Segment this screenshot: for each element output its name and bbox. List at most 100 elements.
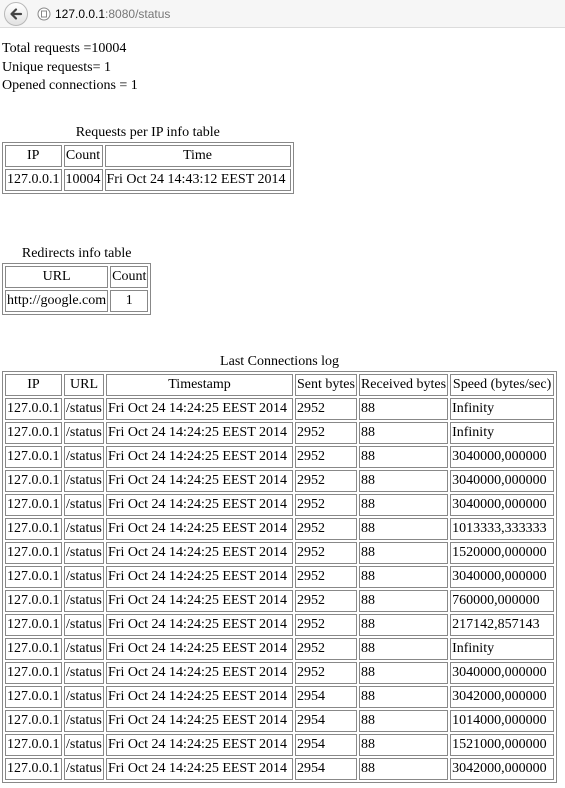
timestamp-cell: Fri Oct 24 14:24:25 EEST 2014 [106,637,293,660]
timestamp-cell: Fri Oct 24 14:24:25 EEST 2014 [106,397,293,420]
url-cell: /status [64,733,104,756]
received-bytes-cell: 88 [358,589,449,612]
table-row: 127.0.0.1/status Fri Oct 24 14:24:25 EEST… [5,733,555,756]
table-row: 127.0.0.1/status Fri Oct 24 14:24:25 EEST… [5,445,555,468]
connections-table-header: Timestamp [106,373,293,396]
ip-cell: 127.0.0.1 [5,685,62,708]
speed-cell: Infinity [450,397,555,420]
sent-bytes-cell: 2954 [295,733,357,756]
received-bytes-cell: 88 [358,445,449,468]
timestamp-cell: Fri Oct 24 14:24:25 EEST 2014 [106,757,293,780]
received-bytes-cell: 88 [358,469,449,492]
received-bytes-cell: 88 [358,493,449,516]
table-row: http://google.com 1 [5,289,149,312]
ip-cell: 127.0.0.1 [5,733,62,756]
sent-bytes-cell: 2954 [295,757,357,780]
sent-bytes-cell: 2952 [295,541,357,564]
table-row: 127.0.0.1/status Fri Oct 24 14:24:25 EEST… [5,685,555,708]
timestamp-cell: Fri Oct 24 14:24:25 EEST 2014 [106,685,293,708]
sent-bytes-cell: 2952 [295,397,357,420]
received-bytes-cell: 88 [358,541,449,564]
table-row: 127.0.0.1/status Fri Oct 24 14:24:25 EEST… [5,397,555,420]
redirect-count-cell: 1 [110,289,149,312]
url-cell: /status [64,517,104,540]
back-button[interactable] [4,1,28,26]
ip-cell: 127.0.0.1 [5,397,62,420]
ip-cell: 127.0.0.1 [5,757,62,780]
ip-cell: 127.0.0.1 [5,517,62,540]
table-row: 127.0.0.1/status Fri Oct 24 14:24:25 EEST… [5,421,555,444]
speed-cell: 1520000,000000 [450,541,555,564]
speed-cell: 3040000,000000 [450,493,555,516]
connections-table-body: 127.0.0.1/status Fri Oct 24 14:24:25 EEST… [5,397,555,780]
connections-table-header: Received bytes [358,373,449,396]
table-row: 127.0.0.1/status Fri Oct 24 14:24:25 EEST… [5,517,555,540]
sent-bytes-cell: 2952 [295,637,357,660]
received-bytes-cell: 88 [358,637,449,660]
received-bytes-cell: 88 [358,661,449,684]
ip-info-table: Requests per IP info table IP Count Time… [2,123,294,194]
ip-cell: 127.0.0.1 [5,541,62,564]
unique-requests-text: Unique requests= 1 [2,59,111,75]
speed-cell: 760000,000000 [450,589,555,612]
ip-cell: 127.0.0.1 [5,565,62,588]
ip-table-header: IP [5,144,62,167]
ip-table-caption: Requests per IP info table [75,124,220,140]
speed-cell: Infinity [450,421,555,444]
received-bytes-cell: 88 [358,733,449,756]
url-cell: /status [64,613,104,636]
table-row: 127.0.0.1/status Fri Oct 24 14:24:25 EEST… [5,661,555,684]
sent-bytes-cell: 2952 [295,661,357,684]
url-cell: /status [64,757,104,780]
speed-cell: 1013333,333333 [450,517,555,540]
url-host: 127.0.0.1 [55,6,106,21]
table-row: 127.0.0.1/status Fri Oct 24 14:24:25 EEST… [5,469,555,492]
time-cell: Fri Oct 24 14:43:12 EEST 2014 [104,168,291,191]
ip-cell: 127.0.0.1 [5,589,62,612]
timestamp-cell: Fri Oct 24 14:24:25 EEST 2014 [106,733,293,756]
sent-bytes-cell: 2952 [295,469,357,492]
speed-cell: 1521000,000000 [450,733,555,756]
url-cell: /status [64,469,104,492]
opened-connections-text: Opened connections = 1 [2,78,138,93]
timestamp-cell: Fri Oct 24 14:24:25 EEST 2014 [106,709,293,732]
url-cell: /status [64,637,104,660]
stats-summary: Total requests =10004 Unique requests= 1… [2,40,565,96]
received-bytes-cell: 88 [358,565,449,588]
redirects-table-header: Count [110,265,149,288]
url-cell: /status [64,445,104,468]
table-row: 127.0.0.1 10004 Fri Oct 24 14:43:12 EEST… [5,168,291,191]
timestamp-cell: Fri Oct 24 14:24:25 EEST 2014 [106,421,293,444]
redirects-table-caption: Redirects info table [21,245,132,261]
sent-bytes-cell: 2952 [295,589,357,612]
speed-cell: 3042000,000000 [450,685,555,708]
address-bar[interactable]: 127.0.0.1:8080/status [55,7,170,21]
sent-bytes-cell: 2952 [295,565,357,588]
sent-bytes-cell: 2952 [295,493,357,516]
table-row: 127.0.0.1/status Fri Oct 24 14:24:25 EEST… [5,589,555,612]
received-bytes-cell: 88 [358,397,449,420]
sent-bytes-cell: 2952 [295,517,357,540]
table-row: 127.0.0.1/status Fri Oct 24 14:24:25 EEST… [5,565,555,588]
received-bytes-cell: 88 [358,421,449,444]
sent-bytes-cell: 2954 [295,685,357,708]
received-bytes-cell: 88 [358,685,449,708]
speed-cell: 3042000,000000 [450,757,555,780]
sent-bytes-cell: 2952 [295,421,357,444]
timestamp-cell: Fri Oct 24 14:24:25 EEST 2014 [106,613,293,636]
page-content: Total requests =10004 Unique requests= 1… [0,28,565,783]
connections-log-table: Last Connections log IP URL Timestamp Se… [2,352,558,783]
speed-cell: Infinity [450,637,555,660]
page-icon [37,7,51,21]
timestamp-cell: Fri Oct 24 14:24:25 EEST 2014 [106,517,293,540]
ip-cell: 127.0.0.1 [5,613,62,636]
url-cell: /status [64,709,104,732]
sent-bytes-cell: 2952 [295,445,357,468]
ip-cell: 127.0.0.1 [5,637,62,660]
back-arrow-icon [10,7,23,20]
url-cell: /status [64,661,104,684]
received-bytes-cell: 88 [358,517,449,540]
timestamp-cell: Fri Oct 24 14:24:25 EEST 2014 [106,661,293,684]
timestamp-cell: Fri Oct 24 14:24:25 EEST 2014 [106,565,293,588]
received-bytes-cell: 88 [358,613,449,636]
